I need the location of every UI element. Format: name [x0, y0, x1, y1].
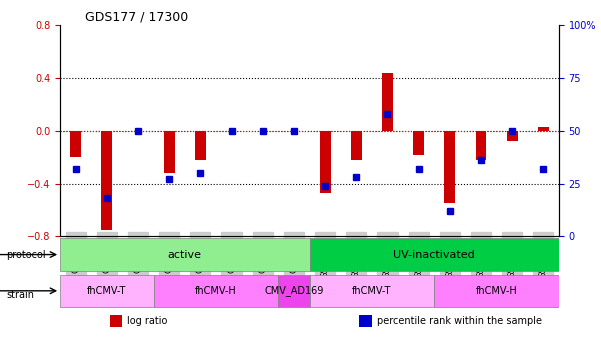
Text: protocol: protocol: [6, 250, 46, 260]
FancyBboxPatch shape: [278, 275, 310, 307]
Text: fhCMV-T: fhCMV-T: [352, 286, 392, 296]
FancyBboxPatch shape: [154, 275, 278, 307]
Bar: [163, 131, 175, 173]
Bar: [382, 72, 393, 131]
Bar: [195, 131, 206, 160]
Bar: [110, 315, 123, 327]
Bar: [507, 131, 517, 141]
Text: UV-inactivated: UV-inactivated: [393, 250, 475, 260]
Bar: [359, 315, 372, 327]
Text: percentile rank within the sample: percentile rank within the sample: [377, 316, 542, 326]
Bar: [70, 131, 81, 157]
Text: fhCMV-H: fhCMV-H: [476, 286, 517, 296]
Text: fhCMV-T: fhCMV-T: [87, 286, 127, 296]
Bar: [351, 131, 362, 160]
FancyBboxPatch shape: [310, 238, 559, 271]
Text: strain: strain: [6, 290, 34, 300]
Bar: [413, 131, 424, 155]
Bar: [444, 131, 456, 203]
Bar: [320, 131, 331, 193]
FancyBboxPatch shape: [310, 275, 434, 307]
Text: active: active: [168, 250, 202, 260]
Bar: [538, 127, 549, 131]
Bar: [475, 131, 486, 160]
FancyBboxPatch shape: [60, 238, 310, 271]
Text: fhCMV-H: fhCMV-H: [195, 286, 237, 296]
Bar: [102, 131, 112, 230]
FancyBboxPatch shape: [434, 275, 559, 307]
Text: GDS177 / 17300: GDS177 / 17300: [85, 11, 188, 24]
Text: CMV_AD169: CMV_AD169: [264, 285, 323, 296]
FancyBboxPatch shape: [60, 275, 154, 307]
Text: log ratio: log ratio: [127, 316, 168, 326]
